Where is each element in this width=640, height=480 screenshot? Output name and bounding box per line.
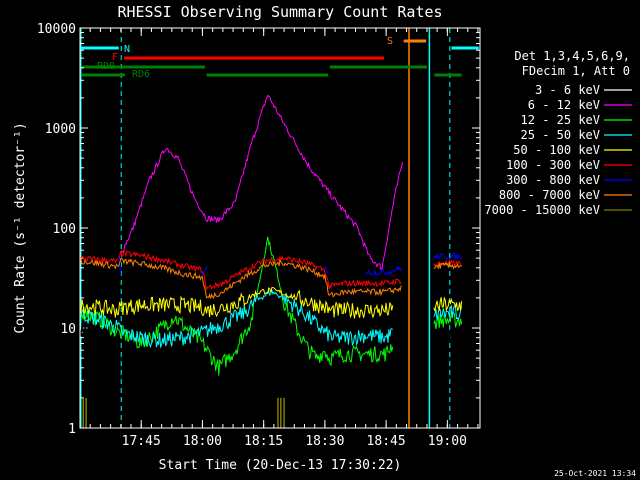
series-line [79,257,462,300]
legend-entry-label: 12 - 25 keV [521,113,600,127]
series-800-7000-kev [79,257,462,300]
legend-entry-label: 6 - 12 keV [528,98,600,112]
legend-entry-label: 300 - 800 keV [506,173,600,187]
series-line [79,236,463,376]
series-50-100-kev [79,286,463,319]
legend-entry-label: 25 - 50 keV [521,128,600,142]
flag-label-rd6: RD6 [132,69,150,80]
x-tick-label: 19:00 [428,434,467,449]
legend-header-line: Det 1,3,4,5,6,9, [514,49,630,63]
chart-title: RHESSI Observing Summary Count Rates [117,3,442,21]
flag-label-rd0: RD0 [97,61,115,72]
series-6-12-kev [120,94,403,271]
y-tick-label: 10 [60,322,76,337]
x-axis-label: Start Time (20-Dec-13 17:30:22) [159,458,402,473]
series-25-50-kev [79,288,463,349]
flag-label-s: S [387,36,393,47]
legend-entry-label: 100 - 300 keV [506,158,600,172]
legend-entry-label: 3 - 6 keV [535,83,600,97]
flag-label-f: F [112,52,118,63]
timestamp: 25-Oct-2021 13:34 [554,469,636,478]
y-tick-label: 1000 [45,122,76,137]
legend-entry-label: 800 - 7000 keV [499,188,600,202]
y-tick-label: 100 [53,222,76,237]
series-100-300-kev [79,249,463,291]
series-12-25-kev [79,236,463,376]
x-tick-label: 18:45 [367,434,406,449]
x-tick-label: 18:00 [183,434,222,449]
x-tick-label: 18:15 [244,434,283,449]
series-line [79,249,463,291]
series-line [79,288,463,349]
legend-entry-label: 50 - 100 keV [513,143,600,157]
plot-frame [79,27,481,429]
legend: Det 1,3,4,5,6,9,FDecim 1, Att 0 3 - 6 keV… [484,49,632,217]
series-line [79,286,463,319]
y-tick-label: 10000 [37,22,76,37]
legend-entry-label: 7000 - 15000 keV [484,203,600,217]
x-tick-label: 17:45 [122,434,161,449]
legend-header-line: FDecim 1, Att 0 [522,64,630,78]
series-7000-15000-kev [82,397,285,428]
y-tick-label: 1 [68,422,76,437]
x-tick-label: 18:30 [305,434,344,449]
y-axis-label: Count Rate (s⁻¹ detector⁻¹) [13,122,28,333]
series-line [120,94,403,271]
flag-label-n: N [124,44,130,55]
